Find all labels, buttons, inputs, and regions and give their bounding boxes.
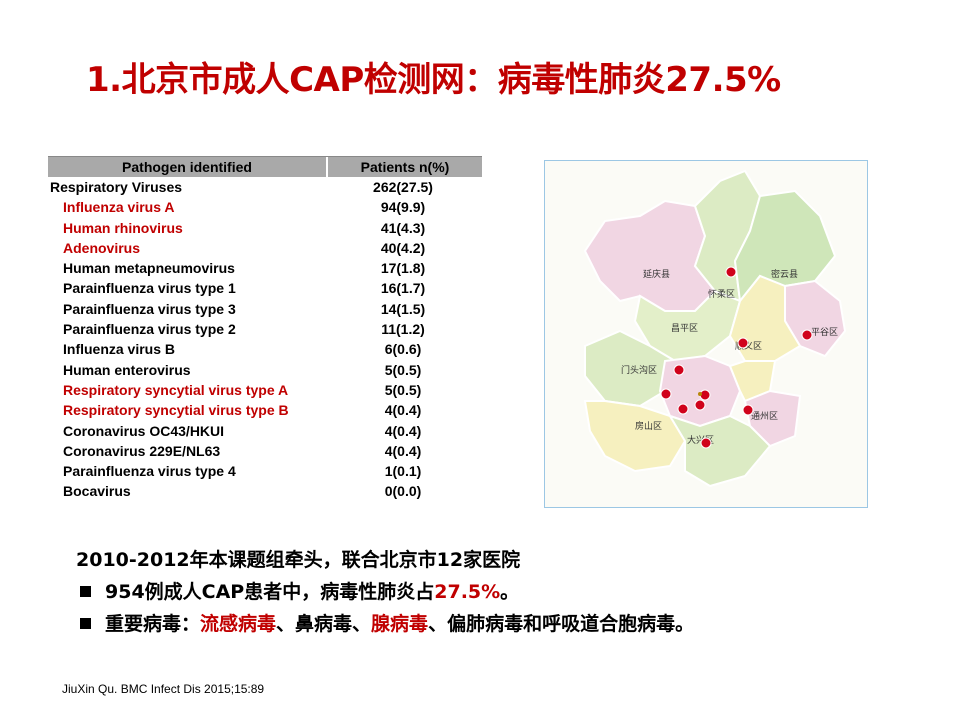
label-huairou: 怀柔区 <box>708 288 735 300</box>
label-miyun: 密云县 <box>771 268 798 280</box>
table-row: Parainfluenza virus type 1 16(1.7) <box>48 278 482 298</box>
label-tongzhou: 通州区 <box>751 411 778 422</box>
bullet-2-adeno: 腺病毒 <box>371 613 429 635</box>
intro-text: 2010-2012年本课题组牵头，联合北京市12家医院 <box>76 549 521 571</box>
table-row: Adenovirus 40(4.2) <box>48 238 482 258</box>
patients-value: 11(1.2) <box>381 321 425 338</box>
pathogen-name: Influenza virus A <box>63 199 175 216</box>
bullet-1-text: 954例成人CAP患者中，病毒性肺炎占 <box>105 581 435 603</box>
pathogen-name: Bocavirus <box>63 483 131 500</box>
pathogen-name: Coronavirus 229E/NL63 <box>63 442 221 459</box>
square-bullet-icon <box>80 586 91 597</box>
hospital-marker <box>742 404 754 416</box>
bullet-1-end: 。 <box>500 581 520 603</box>
patients-value: 6(0.6) <box>384 341 422 358</box>
patients-value: 41(4.3) <box>380 219 426 236</box>
label-mentougou: 门头沟区 <box>621 364 657 376</box>
pathogen-name: Human metapneumovirus <box>63 260 235 277</box>
patients-value: 94(9.9) <box>380 199 426 216</box>
patients-value: 4(0.4) <box>384 422 422 439</box>
table-row: Bocavirus 0(0.0) <box>48 481 482 501</box>
bullet-2-lead: 重要病毒： <box>105 613 201 635</box>
header-pathogen: Pathogen identified <box>48 157 328 177</box>
table-row: Respiratory Viruses 262(27.5) <box>48 177 482 197</box>
patients-value: 17(1.8) <box>380 260 426 277</box>
pathogen-name: Influenza virus B <box>63 341 176 358</box>
hospital-markers <box>660 266 813 449</box>
table-row: Respiratory syncytial virus type B 4(0.4) <box>48 400 482 420</box>
pathogen-name: Parainfluenza virus type 1 <box>63 280 236 297</box>
hospital-marker <box>694 399 706 411</box>
label-pinggu: 平谷区 <box>811 327 838 338</box>
bullet-1: 954例成人CAP患者中，病毒性肺炎占27.5%。 <box>76 576 916 608</box>
summary-bullets: 2010-2012年本课题组牵头，联合北京市12家医院 954例成人CAP患者中… <box>76 544 916 640</box>
hospital-marker <box>677 403 689 415</box>
bullet-2: 重要病毒：流感病毒、鼻病毒、腺病毒、偏肺病毒和呼吸道合胞病毒。 <box>76 608 916 640</box>
hospital-marker <box>737 337 749 349</box>
table-row: Human metapneumovirus 17(1.8) <box>48 258 482 278</box>
table-header: Pathogen identified Patients n(%) <box>48 156 482 177</box>
label-fangshan: 房山区 <box>635 420 662 432</box>
pathogen-table: Pathogen identified Patients n(%) Respir… <box>48 156 482 502</box>
label-shunyi: 顺义区 <box>735 341 762 352</box>
beijing-map: 延庆县 怀柔区 密云县 昌平区 顺义区 平谷区 门头沟区 房山区 通州区 大兴区 <box>544 160 868 508</box>
square-bullet-icon <box>80 618 91 629</box>
patients-value: 40(4.2) <box>380 239 426 256</box>
table-row: Respiratory syncytial virus type A 5(0.5) <box>48 380 482 400</box>
bullet-1-highlight: 27.5% <box>434 581 501 603</box>
district-yanqing <box>583 199 717 312</box>
label-changping: 昌平区 <box>671 323 698 334</box>
map-svg: 延庆县 怀柔区 密云县 昌平区 顺义区 平谷区 门头沟区 房山区 通州区 大兴区 <box>583 169 847 488</box>
patients-value: 14(1.5) <box>380 300 426 317</box>
pathogen-name: Respiratory syncytial virus type A <box>63 381 289 398</box>
pathogen-name: Human enterovirus <box>63 361 191 378</box>
slide-title: 1.北京市成人CAP检测网：病毒性肺炎27.5% <box>86 60 781 100</box>
bullet-2-end: 、偏肺病毒和呼吸道合胞病毒。 <box>428 613 695 635</box>
table-row: Parainfluenza virus type 2 11(1.2) <box>48 319 482 339</box>
district-fangshan <box>583 400 687 473</box>
table-row: Human rhinovirus 41(4.3) <box>48 218 482 238</box>
patients-value: 5(0.5) <box>384 361 422 378</box>
patients-value: 262(27.5) <box>373 179 433 195</box>
table-row: Parainfluenza virus type 3 14(1.5) <box>48 299 482 319</box>
pathogen-name: Respiratory Viruses <box>50 179 183 195</box>
bullet-2-mid: 、鼻病毒、 <box>276 613 372 635</box>
patients-value: 16(1.7) <box>380 280 426 297</box>
district-daxing <box>667 414 772 488</box>
table-row: Coronavirus OC43/HKUI 4(0.4) <box>48 421 482 441</box>
pathogen-name: Parainfluenza virus type 4 <box>63 463 236 480</box>
header-patients: Patients n(%) <box>328 157 482 177</box>
pathogen-name: Human rhinovirus <box>63 219 183 236</box>
patients-value: 4(0.4) <box>384 442 422 459</box>
hospital-marker <box>700 437 712 449</box>
hospital-marker <box>725 266 737 278</box>
patients-value: 1(0.1) <box>384 463 422 480</box>
table-row: Influenza virus B 6(0.6) <box>48 339 482 359</box>
hospital-marker <box>660 388 672 400</box>
table-row: Parainfluenza virus type 4 1(0.1) <box>48 461 482 481</box>
table-body: Respiratory Viruses 262(27.5) Influenza vi… <box>48 177 482 502</box>
patients-value: 5(0.5) <box>384 381 422 398</box>
pathogen-name: Adenovirus <box>63 239 141 256</box>
table-row: Influenza virus A 94(9.9) <box>48 197 482 217</box>
citation: JiuXin Qu. BMC Infect Dis 2015;15:89 <box>62 682 265 696</box>
hospital-marker <box>673 364 685 376</box>
pathogen-name: Parainfluenza virus type 2 <box>63 321 236 338</box>
pathogen-name: Parainfluenza virus type 3 <box>63 300 236 317</box>
hospital-marker <box>801 329 813 341</box>
table-row: Human enterovirus 5(0.5) <box>48 360 482 380</box>
intro-line: 2010-2012年本课题组牵头，联合北京市12家医院 <box>76 544 916 576</box>
patients-value: 0(0.0) <box>384 483 422 500</box>
pathogen-name: Respiratory syncytial virus type B <box>63 402 289 419</box>
patients-value: 4(0.4) <box>384 402 422 419</box>
label-yanqing: 延庆县 <box>643 268 670 280</box>
pathogen-name: Coronavirus OC43/HKUI <box>63 422 225 439</box>
district-urban <box>658 354 742 428</box>
table-row: Coronavirus 229E/NL63 4(0.4) <box>48 441 482 461</box>
bullet-2-flu: 流感病毒 <box>200 613 277 635</box>
hospital-marker-small <box>698 392 702 396</box>
